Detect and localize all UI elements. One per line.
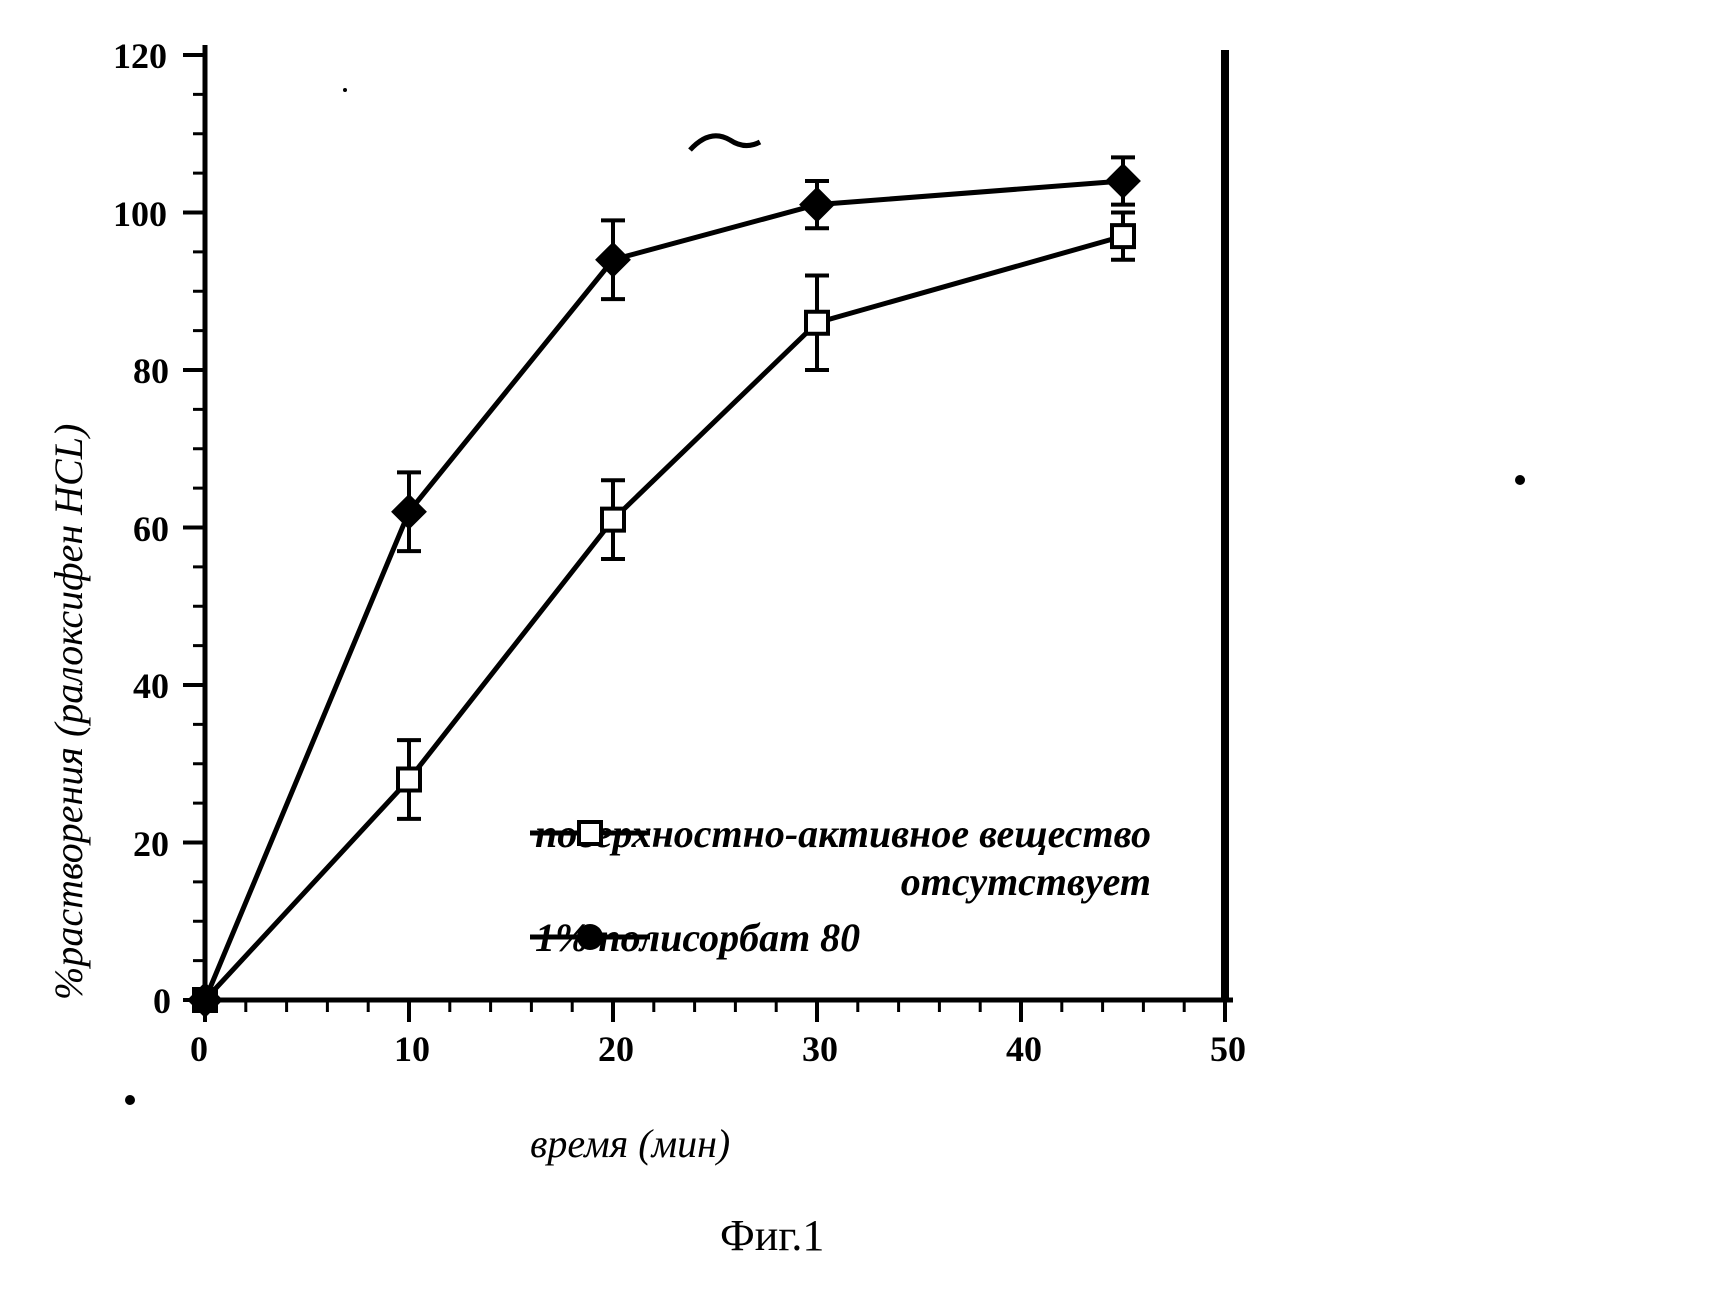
y-tick-label: 40 xyxy=(133,665,169,707)
figure-container: %растворения (ралоксифен HCL) время (мин… xyxy=(0,0,1720,1298)
chart-plot xyxy=(0,0,1720,1298)
y-tick-label: 0 xyxy=(153,980,171,1022)
x-tick-label: 50 xyxy=(1210,1028,1246,1070)
y-tick-label: 80 xyxy=(133,350,169,392)
y-axis-label: %растворения (ралоксифен HCL) xyxy=(45,424,92,1000)
y-tick-label: 100 xyxy=(113,193,167,235)
x-tick-label: 40 xyxy=(1006,1028,1042,1070)
x-tick-label: 10 xyxy=(394,1028,430,1070)
x-tick-label: 0 xyxy=(190,1028,208,1070)
y-tick-label: 120 xyxy=(113,35,167,77)
legend-item: поверхностно-активное веществоотсутствуе… xyxy=(525,810,1151,906)
chart-legend: поверхностно-активное веществоотсутствуе… xyxy=(525,810,1151,970)
figure-label: Фиг.1 xyxy=(720,1210,824,1261)
y-tick-label: 60 xyxy=(133,508,169,550)
legend-item: 1% полисорбат 80 xyxy=(525,914,1151,962)
y-tick-label: 20 xyxy=(133,823,169,865)
x-axis-label: время (мин) xyxy=(530,1120,730,1167)
x-tick-label: 20 xyxy=(598,1028,634,1070)
x-tick-label: 30 xyxy=(802,1028,838,1070)
